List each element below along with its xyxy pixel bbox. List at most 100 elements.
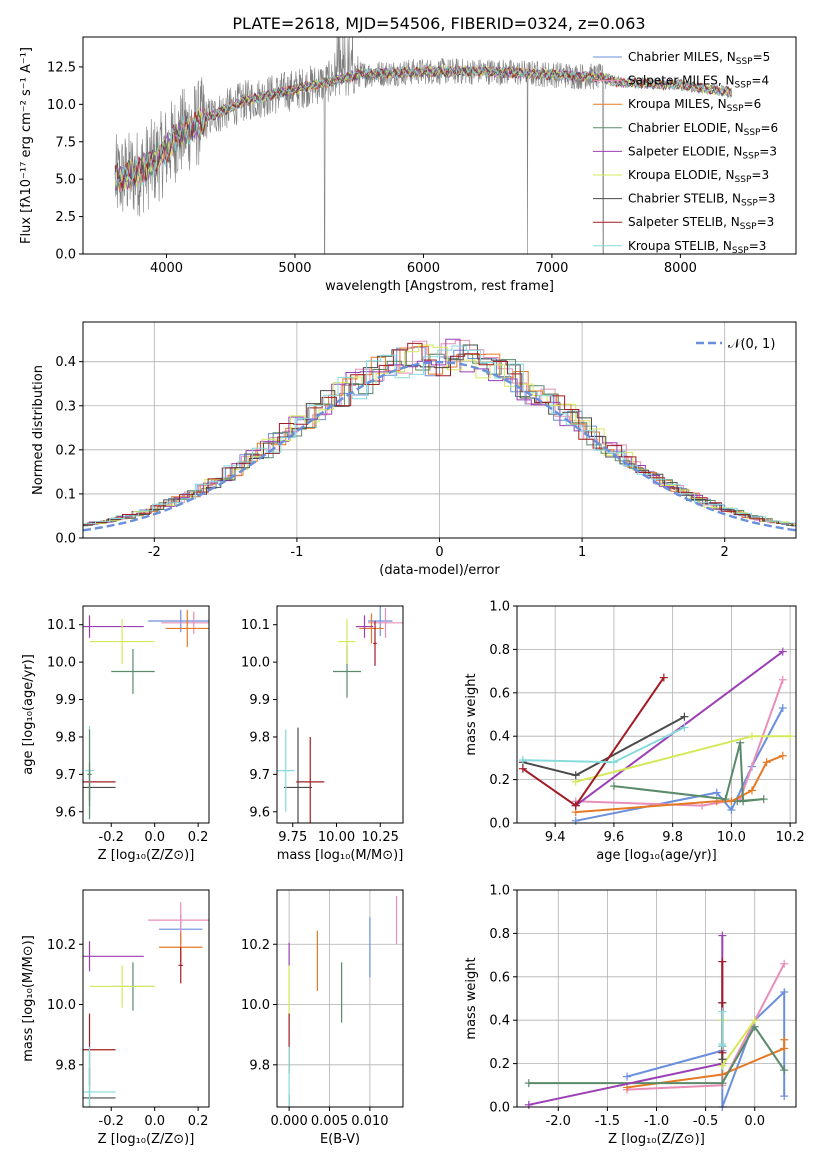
y-tick-label: 9.7 <box>249 768 270 783</box>
x-tick-label: 10.00 <box>318 830 355 845</box>
x-tick-label: 5000 <box>278 261 311 276</box>
x-tick-label: -1.0 <box>644 1114 669 1129</box>
y-tick-label: 10.2 <box>47 938 76 953</box>
y-tick-label: 0.1 <box>55 487 76 502</box>
mass-vs-ebv-panel: 0.000 0.005 0.010 9.8 10.0 10.2 E(B-V) <box>241 889 404 1147</box>
massweight-line <box>575 679 784 807</box>
legend-suffix: =3 <box>749 239 767 253</box>
x-tick-label: 6000 <box>407 261 440 276</box>
y-tick-label: 0.0 <box>55 532 76 547</box>
y-tick-label: 9.8 <box>249 730 270 745</box>
y-tick-label: 10.0 <box>47 98 76 113</box>
legend-label: Chabrier MILES, NSSP=5 <box>628 50 770 67</box>
x-tick-label: 10.0 <box>717 830 746 845</box>
y-tick-label: 12.5 <box>47 60 76 75</box>
histogram-step <box>83 344 796 525</box>
y-axis-label: age [log₁₀(age/yr)] <box>21 654 36 775</box>
y-tick-label: 9.8 <box>55 1058 76 1073</box>
massweight-line <box>575 754 784 814</box>
y-axis-label: mass [log₁₀(M/M⊙)] <box>21 935 36 1062</box>
y-tick-label: 0.8 <box>489 643 510 658</box>
y-tick-label: 10.0 <box>47 656 76 671</box>
massweight-line <box>575 650 784 807</box>
y-tick-label: 0.8 <box>489 927 510 942</box>
x-tick-label: 0.0 <box>144 1114 165 1129</box>
legend-suffix: =5 <box>753 50 771 64</box>
legend-subscript: SSP <box>742 151 759 161</box>
legend-subscript: SSP <box>736 57 753 67</box>
y-tick-label: 9.9 <box>55 693 76 708</box>
y-tick-label: 0.0 <box>489 817 510 832</box>
x-axis-label: Z [log₁₀(Z/Z⊙)] <box>98 848 195 863</box>
y-tick-label: 10.0 <box>47 998 76 1013</box>
x-axis-label: age [log₁₀(age/yr)] <box>596 848 717 863</box>
x-tick-label: 0.0 <box>744 1114 765 1129</box>
massweight-line <box>613 742 764 803</box>
y-axis-label: Flux [fλ10⁻¹⁷ erg cm⁻² s⁻¹ A⁻¹] <box>19 47 34 244</box>
y-tick-label: 9.6 <box>249 805 270 820</box>
model-spectrum-line <box>114 65 733 187</box>
model-spectrum-line <box>114 66 732 191</box>
y-tick-label: 9.7 <box>55 768 76 783</box>
x-tick-label: 0.0 <box>144 830 165 845</box>
x-tick-label: 0 <box>435 545 443 560</box>
residuals-panel: -2 -1 0 1 2 0.0 0.1 0.2 0.3 0.4 (data-model)/error… <box>31 321 797 578</box>
y-tick-label: 5.0 <box>55 173 76 188</box>
massweight-line <box>626 1039 786 1089</box>
x-tick-label: 0.010 <box>351 1114 388 1129</box>
y-tick-label: 7.5 <box>55 135 76 150</box>
y-tick-label: 0.3 <box>55 399 76 414</box>
x-tick-label: 4000 <box>150 261 183 276</box>
legend-subscript: SSP <box>735 81 752 91</box>
x-axis-label: mass [log₁₀(M/M⊙)] <box>277 848 404 863</box>
legend-suffix: =3 <box>757 215 775 229</box>
x-tick-label: -2.0 <box>546 1114 571 1129</box>
spectrum-legend: Chabrier MILES, NSSP=5 Salpeter MILES, NS… <box>593 50 778 256</box>
axes-frame <box>516 605 797 824</box>
age-vs-mass-panel: 9.75 10.00 10.25 9.6 9.7 9.8 9.9 10.0 10.1 mass [… <box>241 605 404 863</box>
y-tick-label: 10.2 <box>241 938 270 953</box>
legend-subscript: SSP <box>741 199 758 209</box>
legend-label: Chabrier ELODIE, NSSP=6 <box>628 121 778 138</box>
legend-label: Salpeter ELODIE, NSSP=3 <box>628 144 777 161</box>
y-tick-label: 10.0 <box>241 656 270 671</box>
y-tick-label: 9.6 <box>55 805 76 820</box>
x-axis-label: (data-model)/error <box>379 563 500 578</box>
y-tick-label: 0.2 <box>489 773 510 788</box>
y-tick-label: 0.6 <box>489 970 510 985</box>
massweight-line <box>626 989 786 1108</box>
legend-suffix: =6 <box>760 121 778 135</box>
y-tick-label: 0.2 <box>489 1057 510 1072</box>
massweight-line <box>528 1024 786 1085</box>
legend-label: Chabrier STELIB, NSSP=3 <box>628 192 776 209</box>
x-tick-label: 7000 <box>535 261 568 276</box>
x-tick-label: 9.4 <box>545 830 566 845</box>
y-tick-label: 0.6 <box>489 686 510 701</box>
x-tick-label: 2 <box>721 545 729 560</box>
y-tick-label: 10.1 <box>47 618 76 633</box>
x-tick-label: -2 <box>148 545 161 560</box>
x-tick-label: 8000 <box>664 261 697 276</box>
legend-subscript: SSP <box>735 175 752 185</box>
y-axis-label: mass weight <box>464 673 479 755</box>
y-tick-label: 9.8 <box>55 730 76 745</box>
y-tick-label: 10.1 <box>241 618 270 633</box>
axes-frame <box>82 36 797 255</box>
massweight-vs-age-panel: 9.4 9.6 9.8 10.0 10.2 0.0 0.2 0.4 0.6 0.8 1.0 age [… <box>464 600 805 864</box>
spectrum-title: PLATE=2618, MJD=54506, FIBERID=0324, z=0… <box>232 14 645 33</box>
axes-frame <box>82 889 210 1108</box>
x-axis-label: E(B-V) <box>320 1132 360 1147</box>
x-tick-label: 10.2 <box>776 830 805 845</box>
x-tick-label: 9.6 <box>604 830 625 845</box>
x-tick-label: 10.25 <box>362 830 399 845</box>
mass-vs-metallicity-panel: -0.2 0.0 0.2 9.8 10.0 10.2 Z [log₁₀(Z/Z⊙)] mass… <box>21 889 210 1147</box>
y-tick-label: 0.0 <box>55 248 76 263</box>
x-tick-label: -1.5 <box>595 1114 620 1129</box>
x-tick-label: 0.005 <box>311 1114 348 1129</box>
y-tick-label: 0.4 <box>489 730 510 745</box>
y-tick-label: 2.5 <box>55 210 76 225</box>
x-axis-label: Z [log₁₀(Z/Z⊙)] <box>98 1132 195 1147</box>
axes-frame <box>276 605 404 824</box>
legend-suffix: =4 <box>751 74 769 88</box>
legend-subscript: SSP <box>732 246 749 256</box>
